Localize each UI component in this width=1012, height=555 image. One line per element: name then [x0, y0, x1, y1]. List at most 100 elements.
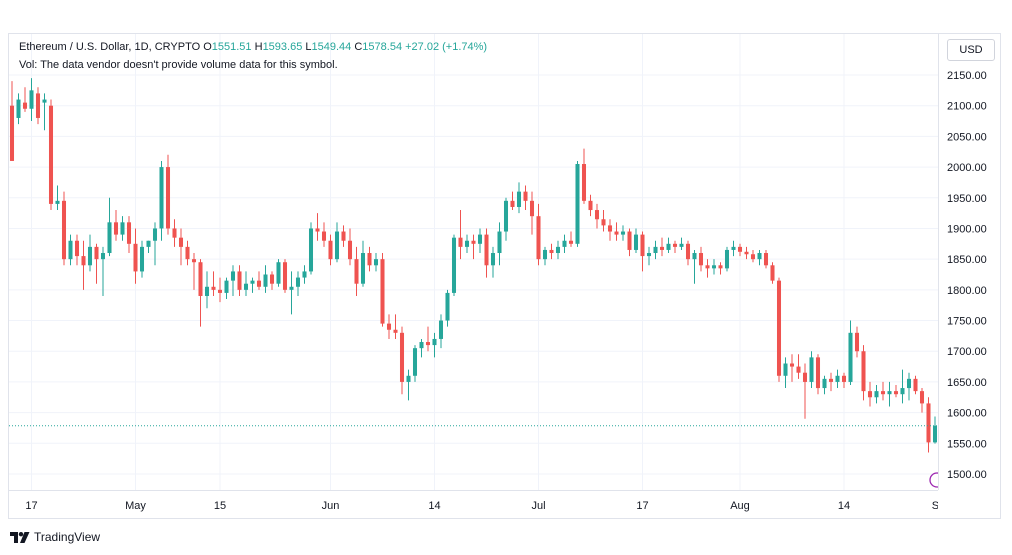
candle-body [490, 253, 496, 266]
candle-body [835, 375, 840, 382]
price-axis[interactable]: USD 2150.00 2100.00 2050.00 2000.00 1950.00 1… [938, 34, 1001, 490]
price-tick-label: 1500.00 [947, 469, 987, 481]
candle-body [497, 231, 502, 254]
candle-body [536, 216, 541, 260]
price-tick-label: 2100.00 [947, 101, 987, 113]
candle-body [68, 240, 73, 260]
candle-body [646, 253, 652, 257]
time-axis-labels: 17 May 15 Jun 14 Jul 17 Aug 14 Sep [25, 500, 951, 512]
time-tick-label: May [125, 500, 146, 512]
open-value: 1551.51 [211, 41, 252, 53]
candle-body [120, 222, 125, 235]
time-tick-label: Aug [730, 500, 750, 512]
candle-body [399, 332, 405, 382]
candle-body [562, 240, 567, 247]
candle-body [874, 391, 879, 398]
candle-body [321, 231, 327, 241]
candle-body [458, 237, 463, 247]
symbol-title[interactable]: Ethereum / U.S. Dollar, 1D, CRYPTO [19, 41, 201, 53]
candle-body [282, 262, 288, 290]
candle-body [484, 234, 489, 266]
candle-body [672, 243, 678, 247]
candle-body [640, 234, 645, 257]
candle-body [601, 219, 606, 226]
candle-body [159, 167, 164, 229]
price-tick-label: 1900.00 [947, 223, 987, 235]
candle-body [302, 271, 307, 278]
candle-body [718, 265, 723, 269]
candle-body [529, 200, 535, 217]
candle-body [542, 249, 548, 260]
candle-body [815, 357, 821, 389]
brand-label: TradingView [34, 530, 101, 544]
candle-body [705, 265, 710, 269]
candle-body [74, 240, 80, 257]
candle-body [698, 253, 704, 266]
open-label: O [203, 41, 212, 53]
candle-body [653, 246, 658, 254]
candle-body [633, 234, 639, 250]
candle-body [165, 167, 171, 229]
candle-body [464, 240, 470, 247]
candle-body [315, 228, 320, 232]
time-tick-label: Jul [531, 500, 545, 512]
candle-body [724, 249, 730, 269]
candle-body [55, 200, 60, 204]
tradingview-logo[interactable]: TradingView [10, 529, 100, 545]
candle-body [503, 200, 509, 232]
candle-body [549, 249, 554, 254]
candle-body [113, 222, 119, 235]
tradingview-icon [10, 531, 30, 543]
candle-body [289, 286, 294, 290]
close-value: 1578.54 [362, 41, 403, 53]
candle-body [523, 191, 528, 201]
candle-body [627, 231, 632, 250]
candle-body [477, 234, 483, 244]
currency-button[interactable]: USD [947, 39, 995, 61]
candle-body [451, 237, 457, 293]
chart-frame: Ethereum / U.S. Dollar, 1D, CRYPTO O1551… [8, 33, 1001, 519]
candle-body [926, 403, 931, 443]
candle-body [204, 286, 210, 296]
candle-body [575, 164, 580, 244]
price-tick-label: 2150.00 [947, 70, 987, 82]
candle-body [731, 246, 736, 250]
candle-body [146, 240, 151, 247]
change-value: +27.02 (+1.74%) [405, 41, 488, 53]
candle-body [445, 292, 450, 321]
candle-body [29, 90, 34, 109]
candle-body [425, 342, 431, 346]
candle-body [510, 200, 515, 207]
time-axis[interactable]: 17 May 15 Jun 14 Jul 17 Aug 14 Sep [9, 490, 951, 519]
candle-body [250, 280, 255, 284]
candle-body [809, 357, 814, 382]
candle-body [770, 265, 775, 281]
candle-body [185, 246, 190, 260]
time-tick-label: 14 [428, 500, 440, 512]
candle-body [243, 283, 249, 290]
candle-body [568, 240, 574, 244]
plot-area[interactable]: Ethereum / U.S. Dollar, 1D, CRYPTO O1551… [9, 34, 945, 490]
candle-body [237, 271, 242, 290]
candle-body [211, 286, 216, 290]
candle-body [796, 366, 801, 373]
candle-body [438, 320, 444, 339]
candle-body [81, 256, 86, 266]
candle-body [360, 253, 366, 284]
candle-body [854, 332, 860, 352]
candle-body [367, 253, 372, 266]
candle-body [178, 237, 184, 247]
candle-body [913, 378, 918, 392]
candle-body [802, 372, 808, 382]
candle-body [867, 391, 873, 398]
candle-body [308, 228, 314, 272]
candle-body [711, 265, 717, 269]
close-label: C [354, 41, 363, 53]
candle-body [126, 222, 132, 244]
candle-body [861, 351, 866, 392]
candle-body [848, 332, 853, 382]
candle-body [783, 363, 788, 376]
price-tick-label: 1950.00 [947, 193, 987, 205]
candle-body [269, 274, 275, 284]
candle-body [757, 253, 762, 260]
